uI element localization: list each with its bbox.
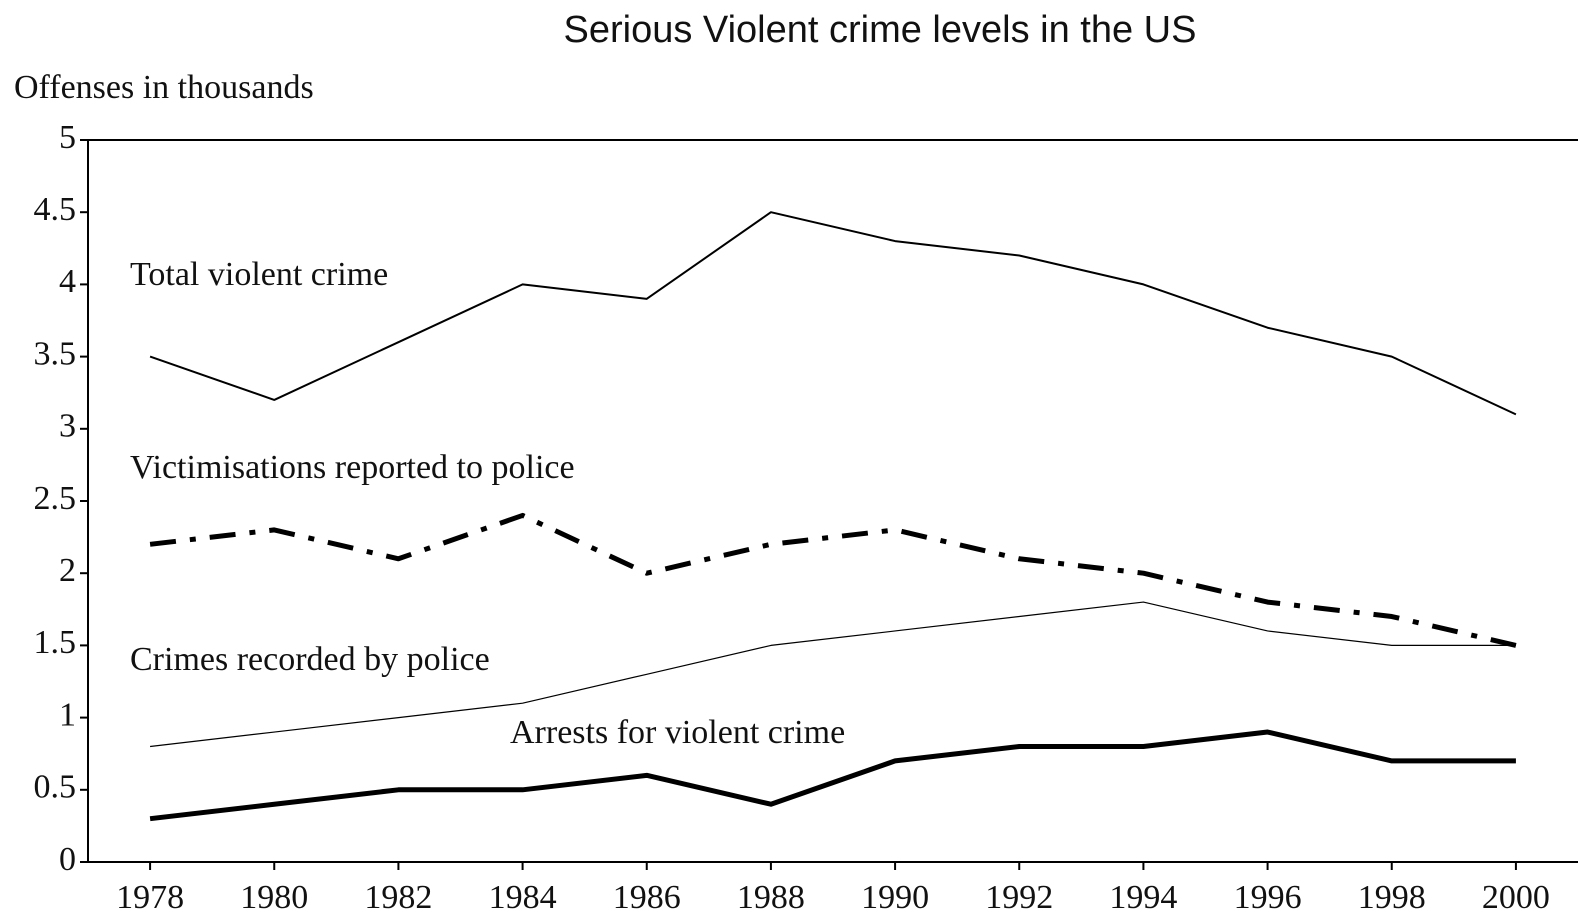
series-line — [149, 211, 1517, 416]
y-tick-label: 2.5 — [34, 480, 77, 517]
x-tick-label: 1980 — [240, 879, 308, 916]
series-line — [149, 729, 1516, 822]
series-label: Arrests for violent crime — [510, 714, 845, 751]
x-tick-label: 1982 — [364, 879, 432, 916]
y-tick-label: 0.5 — [34, 769, 77, 806]
y-tick-label: 3 — [59, 408, 76, 445]
y-tick-label: 2 — [59, 552, 76, 589]
x-tick-label: 1988 — [737, 879, 805, 916]
y-axis-label: Offenses in thousands — [14, 69, 314, 106]
x-tick-label: 1990 — [861, 879, 929, 916]
y-tick-label: 0 — [59, 841, 76, 878]
x-tick-label: 1994 — [1109, 879, 1177, 916]
chart-title: Serious Violent crime levels in the US — [564, 9, 1197, 51]
y-tick-label: 4 — [59, 263, 76, 300]
series-line — [149, 512, 1517, 648]
x-tick-label: 1998 — [1358, 879, 1426, 916]
x-tick-label: 1996 — [1234, 879, 1302, 916]
x-tick-label: 2000 — [1482, 879, 1550, 916]
series-label: Total violent crime — [130, 256, 388, 293]
x-tick-label: 1978 — [116, 879, 184, 916]
x-tick-label: 1992 — [985, 879, 1053, 916]
y-tick-label: 4.5 — [34, 191, 77, 228]
x-tick-label: 1984 — [489, 879, 557, 916]
y-tick-label: 1.5 — [34, 624, 77, 661]
series-label: Crimes recorded by police — [130, 641, 490, 678]
series-line — [150, 601, 1516, 748]
y-tick-label: 5 — [59, 119, 76, 156]
x-tick-label: 1986 — [613, 879, 681, 916]
y-tick-label: 3.5 — [34, 335, 77, 372]
y-tick-label: 1 — [59, 696, 76, 733]
series-label: Victimisations reported to police — [130, 449, 575, 486]
